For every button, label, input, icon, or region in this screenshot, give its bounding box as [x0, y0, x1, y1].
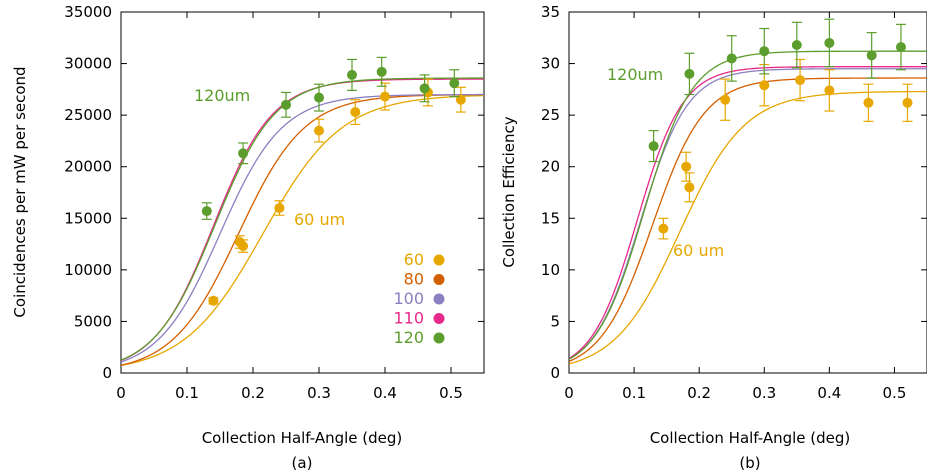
x-tick-label: 0.4 — [817, 384, 841, 402]
fit-curve-120 — [569, 50, 927, 360]
x-tick-label: 0.1 — [175, 384, 199, 402]
plot-frame — [120, 11, 485, 374]
data-point-60 — [824, 85, 835, 96]
y-tick-label: 15000 — [64, 209, 112, 227]
x-tick-label: 0.5 — [883, 384, 907, 402]
data-point-120 — [347, 69, 357, 80]
fit-curve-60 — [569, 90, 927, 365]
data-point-60 — [684, 182, 695, 193]
y-tick-label: 30000 — [64, 55, 112, 73]
data-point-120 — [791, 40, 802, 51]
data-point-120 — [866, 50, 877, 61]
data-point-60 — [902, 97, 913, 108]
x-tick-label: 0.3 — [307, 384, 331, 402]
legend-marker — [433, 313, 445, 324]
x-tick-label: 0.3 — [752, 384, 776, 402]
data-point-60 — [314, 125, 324, 136]
data-point-60 — [350, 107, 361, 118]
data-point-60 — [863, 97, 874, 108]
y-tick-label: 5000 — [74, 312, 112, 330]
fit-curve-120 — [121, 77, 484, 361]
y-tick-label: 20000 — [64, 158, 112, 176]
legend-label: 100 — [393, 289, 424, 308]
chart-panel-b: 0 0.1 0.2 0.3 0.4 0.5 0 5 10 15 20 25 30 35 Collection… — [500, 3, 927, 472]
plot-area — [121, 56, 484, 367]
x-tick-label: 0 — [116, 384, 126, 402]
data-point-60 — [380, 91, 390, 102]
data-point-120 — [314, 92, 324, 103]
data-point-120 — [238, 148, 249, 159]
panel-label: (a) — [292, 454, 313, 472]
legend-label: 60 — [404, 250, 424, 269]
data-point-120 — [824, 37, 835, 48]
legend-label: 120 — [393, 328, 424, 347]
data-point-60 — [238, 241, 249, 252]
data-point-60 — [720, 94, 731, 105]
data-point-60 — [658, 223, 669, 234]
annotation-label: 120um — [194, 86, 250, 105]
plot-frame — [568, 11, 927, 374]
fit-curve-60 — [121, 94, 484, 367]
y-tick-label: 25000 — [64, 106, 112, 124]
annotation-label: 60 um — [294, 210, 345, 229]
fit-curve-100 — [569, 68, 927, 360]
x-tick-label: 0 — [564, 384, 574, 402]
y-tick-label: 25 — [541, 106, 560, 124]
data-point-120 — [419, 83, 430, 94]
y-tick-label: 5 — [550, 312, 560, 330]
data-point-120 — [684, 68, 695, 79]
plot-area — [569, 18, 927, 365]
y-tick-label: 10 — [541, 261, 560, 279]
data-point-60 — [795, 75, 806, 86]
legend-marker — [433, 332, 445, 344]
x-tick-label: 0.4 — [373, 384, 397, 402]
data-point-120 — [201, 206, 212, 217]
legend-marker — [433, 254, 445, 266]
data-point-60 — [759, 80, 770, 91]
fit-curve-80 — [569, 77, 927, 363]
panel-label: (b) — [739, 454, 760, 472]
y-tick-label: 20 — [541, 158, 560, 176]
x-tick-label: 0.2 — [687, 384, 711, 402]
y-tick-label: 0 — [102, 364, 112, 382]
legend-label: 110 — [393, 309, 424, 328]
y-tick-label: 35 — [541, 3, 560, 21]
x-axis-label: Collection Half-Angle (deg) — [650, 429, 851, 447]
data-point-120 — [376, 66, 387, 77]
fit-curve-80 — [121, 94, 484, 366]
data-point-120 — [759, 46, 770, 57]
legend-marker — [433, 274, 445, 285]
data-point-120 — [449, 78, 460, 89]
x-tick-label: 0.5 — [439, 384, 463, 402]
y-axis-label: Coincidences per mW per second — [11, 66, 29, 317]
fit-curve-100 — [121, 93, 484, 363]
annotation-label: 60 um — [673, 241, 724, 260]
x-tick-label: 0.1 — [622, 384, 646, 402]
chart-panel-a: 0 0.1 0.2 0.3 0.4 0.5 0 5000 10000 15000 20000 2500… — [11, 3, 485, 472]
y-axis-label: Collection Efficiency — [500, 116, 518, 267]
fit-curve-110 — [569, 66, 927, 360]
y-tick-label: 35000 — [64, 3, 112, 21]
data-point-120 — [726, 53, 737, 64]
y-tick-label: 30 — [541, 55, 560, 73]
data-point-120 — [648, 141, 659, 152]
legend-marker — [433, 293, 445, 305]
data-point-60 — [681, 161, 692, 172]
data-point-120 — [895, 42, 906, 53]
annotation-label: 120um — [607, 65, 663, 84]
y-tick-label: 15 — [541, 209, 560, 227]
y-tick-label: 10000 — [64, 261, 112, 279]
legend-label: 80 — [404, 270, 424, 289]
y-tick-label: 0 — [550, 364, 560, 382]
x-axis-label: Collection Half-Angle (deg) — [202, 429, 403, 447]
data-point-60 — [274, 202, 285, 213]
data-point-60 — [208, 295, 219, 306]
x-tick-label: 0.2 — [241, 384, 265, 402]
data-point-120 — [281, 99, 291, 110]
